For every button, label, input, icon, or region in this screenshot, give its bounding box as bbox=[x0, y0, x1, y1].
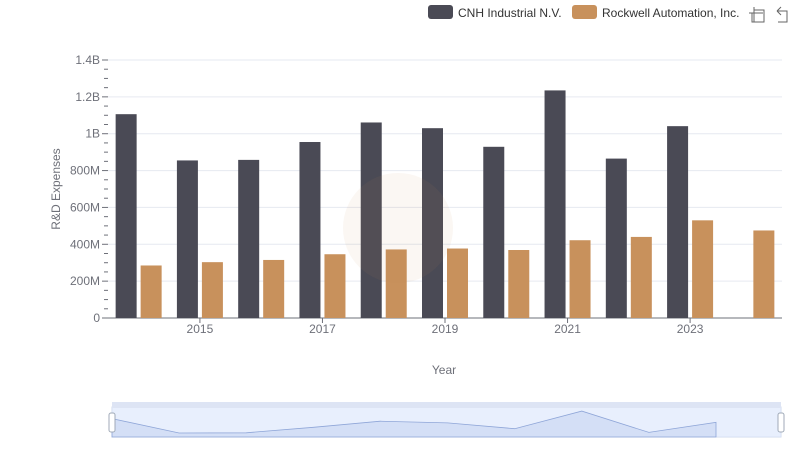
bar-cnh-2015[interactable] bbox=[176, 160, 198, 318]
bar-rockwell-2022[interactable] bbox=[630, 236, 652, 318]
bar-cnh-2018[interactable] bbox=[360, 122, 382, 318]
x-tick-label: 2019 bbox=[432, 322, 459, 336]
data-zoom-slider[interactable] bbox=[108, 402, 785, 438]
bar-rockwell-2018[interactable] bbox=[385, 249, 407, 318]
slider-handle-left[interactable] bbox=[108, 412, 116, 433]
bar-cnh-2023[interactable] bbox=[667, 126, 689, 318]
bar-rockwell-2015[interactable] bbox=[201, 262, 223, 318]
watermark-logo bbox=[343, 173, 453, 283]
bar-cnh-2022[interactable] bbox=[605, 158, 627, 318]
bar-cnh-2021[interactable] bbox=[544, 90, 566, 319]
x-tick-label: 2023 bbox=[677, 322, 704, 336]
y-tick-label: 1B bbox=[85, 127, 100, 141]
bar-rockwell-2016[interactable] bbox=[263, 259, 285, 318]
x-axis-title: Year bbox=[432, 363, 456, 377]
grid-lines bbox=[108, 59, 782, 282]
x-tick-label: 2017 bbox=[309, 322, 336, 336]
legend-label[interactable]: Rockwell Automation, Inc. bbox=[602, 6, 739, 20]
x-tick-label: 2021 bbox=[554, 322, 581, 336]
y-axis: 0 200M 400M 600M 800M 1B 1.2B 1.4B bbox=[70, 53, 108, 325]
y-tick-label: 1.2B bbox=[75, 90, 100, 104]
bars bbox=[115, 90, 775, 319]
legend-label[interactable]: CNH Industrial N.V. bbox=[458, 6, 562, 20]
slider-handle-right[interactable] bbox=[777, 412, 785, 433]
x-tick-label: 2015 bbox=[187, 322, 214, 336]
y-tick-label: 800M bbox=[70, 164, 100, 178]
legend-swatch[interactable] bbox=[428, 5, 453, 19]
y-tick-label: 1.4B bbox=[75, 53, 100, 67]
y-tick-label: 600M bbox=[70, 200, 100, 214]
bar-cnh-2014[interactable] bbox=[115, 114, 137, 319]
y-axis-title: R&D Expenses bbox=[49, 148, 63, 229]
legend-swatch[interactable] bbox=[572, 5, 597, 19]
bar-rockwell-2019[interactable] bbox=[447, 248, 468, 318]
legend[interactable]: CNH Industrial N.V. Rockwell Automation, … bbox=[428, 5, 739, 20]
slider-top-bar[interactable] bbox=[112, 402, 781, 408]
y-tick-label: 0 bbox=[93, 311, 100, 325]
x-axis: 2015 2017 2019 2021 2023 bbox=[108, 317, 782, 336]
bar-rockwell-2020[interactable] bbox=[508, 249, 530, 318]
bar-rockwell-2021[interactable] bbox=[569, 240, 591, 318]
restore-icon[interactable] bbox=[776, 6, 788, 23]
bar-rockwell-2024[interactable] bbox=[753, 230, 775, 318]
bar-rockwell-2017[interactable] bbox=[324, 254, 346, 318]
y-tick-label: 200M bbox=[70, 274, 100, 288]
bar-rockwell-2014[interactable] bbox=[140, 265, 162, 318]
bar-cnh-2016[interactable] bbox=[238, 159, 260, 318]
y-tick-label: 400M bbox=[70, 237, 100, 251]
bar-rockwell-2023[interactable] bbox=[692, 220, 714, 318]
zoom-area-icon[interactable] bbox=[749, 7, 765, 23]
bar-cnh-2019[interactable] bbox=[422, 128, 443, 318]
bar-cnh-2017[interactable] bbox=[299, 142, 321, 318]
slider-preview-area bbox=[111, 410, 717, 438]
bar-cnh-2020[interactable] bbox=[483, 146, 505, 318]
